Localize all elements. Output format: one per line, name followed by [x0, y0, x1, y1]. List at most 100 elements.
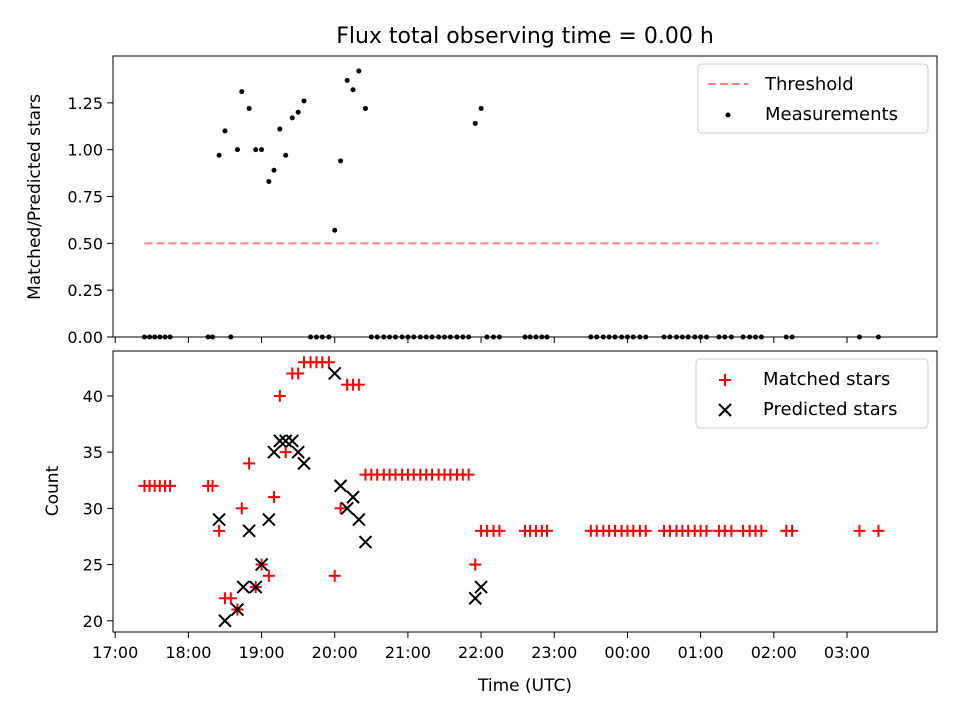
bottom-y-tick-label: 40 [83, 387, 103, 406]
matched-star-marker [352, 378, 365, 391]
bottom-x-axis: 17:00 18:00 19:00 20:00 21:00 22:00 23:00 00:00… [92, 632, 870, 662]
top-y-tick-label: 0.75 [67, 188, 103, 207]
top-x-axis-ticks [114, 337, 848, 343]
measurement-point [789, 334, 795, 340]
matched-star-marker [206, 479, 219, 492]
top-y-tick-label: 0.25 [67, 281, 103, 300]
bottom-y-tick-label: 35 [83, 443, 103, 462]
matched-star-marker [786, 524, 799, 537]
measurement-point [522, 334, 528, 340]
x-tick-label: 01:00 [678, 643, 724, 662]
measurement-point [588, 334, 594, 340]
predicted-star-marker [212, 512, 226, 527]
x-tick-label: 03:00 [824, 643, 870, 662]
measurement-point [442, 334, 448, 340]
predicted-star-marker [352, 512, 366, 527]
measurement-point [381, 334, 387, 340]
bottom-y-axis-label: Count [43, 465, 63, 516]
measurement-point [399, 334, 405, 340]
predicted-star-marker [230, 602, 245, 617]
top-y-tick-label: 1.00 [67, 141, 103, 160]
measurement-point [527, 334, 533, 340]
matched-star-marker [224, 592, 237, 605]
measurement-point [606, 334, 612, 340]
measurement-point [283, 152, 289, 158]
measurement-point [685, 334, 691, 340]
measurement-point [246, 105, 252, 111]
measurement-point [271, 167, 277, 173]
measurement-point [308, 334, 314, 340]
bottom-y-tick-label: 30 [83, 499, 103, 518]
measurement-point [417, 334, 423, 340]
matched-star-marker [700, 524, 713, 537]
measurement-point [319, 334, 325, 340]
predicted-star-marker [254, 557, 269, 572]
predicted-star-marker [346, 490, 360, 504]
x-tick-label: 21:00 [385, 643, 431, 662]
measurement-point [460, 334, 466, 340]
predicted-star-marker [328, 366, 342, 381]
measurement-point [454, 334, 460, 340]
matched-star-marker [725, 524, 738, 537]
bottom-panel: 20 25 30 35 40 17:00 18:00 19:00 20:00 21:00 22:0… [43, 350, 938, 696]
measurement-point [698, 334, 704, 340]
x-tick-label: 02:00 [751, 643, 797, 662]
top-y-tick-label: 0.00 [67, 328, 103, 347]
x-tick-label: 22:00 [458, 643, 504, 662]
measurement-point [141, 334, 147, 340]
bottom-legend: Matched stars Predicted stars [695, 358, 929, 429]
measurement-point [356, 68, 362, 74]
measurement-point [722, 334, 728, 340]
measurement-point [533, 334, 539, 340]
x-axis-label: Time (UTC) [477, 676, 572, 696]
predicted-legend-swatch [718, 403, 732, 417]
measurement-point [392, 334, 398, 340]
predicted-stars-series [212, 366, 488, 628]
measurement-point [374, 334, 380, 340]
x-tick-label: 23:00 [531, 643, 577, 662]
measurement-point [667, 334, 673, 340]
measurement-point [496, 334, 502, 340]
measurement-point [167, 334, 173, 340]
x-tick-label: 17:00 [92, 643, 138, 662]
matched-star-marker [164, 479, 177, 492]
measurement-point [387, 334, 393, 340]
measurement-point [313, 334, 319, 340]
measurement-point [332, 227, 338, 233]
threshold-legend-label: Threshold [764, 74, 854, 95]
measurement-point [466, 334, 472, 340]
measurement-point [740, 334, 746, 340]
predicted-star-marker [340, 501, 354, 516]
measurement-point [326, 334, 332, 340]
top-y-axis: 0.00 0.25 0.50 0.75 1.00 1.25 [67, 94, 113, 347]
matched-star-marker [262, 569, 275, 582]
bottom-y-tick-label: 20 [83, 612, 103, 631]
top-y-axis-label: Matched/Predicted stars [25, 94, 45, 300]
measurement-point [856, 334, 862, 340]
matched-star-marker [755, 524, 768, 537]
measurement-point [436, 334, 442, 340]
matched-star-marker [462, 468, 475, 481]
x-tick-label: 20:00 [312, 643, 358, 662]
matched-star-marker [639, 524, 652, 537]
measurement-point [411, 334, 417, 340]
measurement-point [472, 120, 478, 126]
measurement-point [162, 334, 168, 340]
top-legend: Threshold Measurements [697, 63, 929, 134]
predicted-star-marker [242, 524, 256, 538]
measurement-point [600, 334, 606, 340]
matched-star-marker [540, 524, 553, 537]
predicted-star-marker [236, 580, 250, 594]
bottom-y-axis: 20 25 30 35 40 [83, 387, 113, 631]
matched-star-marker [493, 524, 506, 537]
predicted-star-marker [468, 591, 482, 605]
matched-star-marker [292, 367, 305, 380]
measurement-point [747, 334, 753, 340]
matched-star-marker [267, 491, 280, 504]
matched-stars-series [138, 356, 885, 616]
top-panel: Flux total observing time = 0.00 h 0.000… [25, 24, 938, 347]
matched-star-marker [469, 558, 482, 571]
predicted-star-marker [262, 512, 276, 527]
measurement-point [594, 334, 600, 340]
measurement-point [539, 334, 545, 340]
